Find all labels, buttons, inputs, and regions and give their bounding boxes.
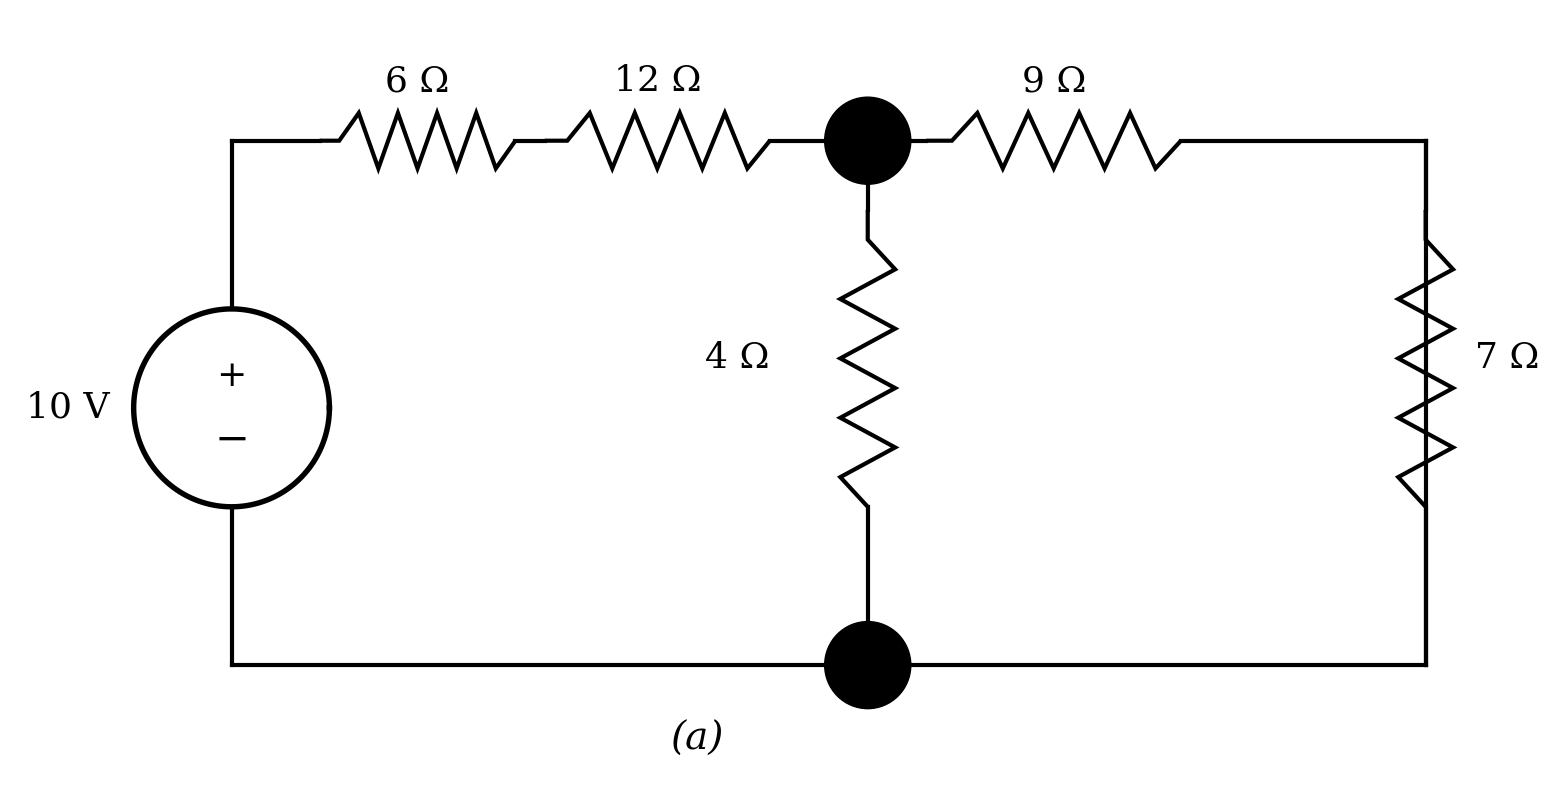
Text: 6 Ω: 6 Ω (385, 65, 449, 98)
Text: 9 Ω: 9 Ω (1021, 65, 1086, 98)
Text: 4 Ω: 4 Ω (706, 341, 769, 375)
Text: (a): (a) (670, 721, 723, 758)
Circle shape (825, 97, 911, 184)
Text: 12 Ω: 12 Ω (614, 65, 701, 98)
Text: +: + (216, 359, 247, 393)
Text: −: − (214, 418, 249, 460)
Circle shape (825, 622, 911, 708)
Text: 10 V: 10 V (25, 391, 109, 425)
Text: 7 Ω: 7 Ω (1475, 341, 1538, 375)
